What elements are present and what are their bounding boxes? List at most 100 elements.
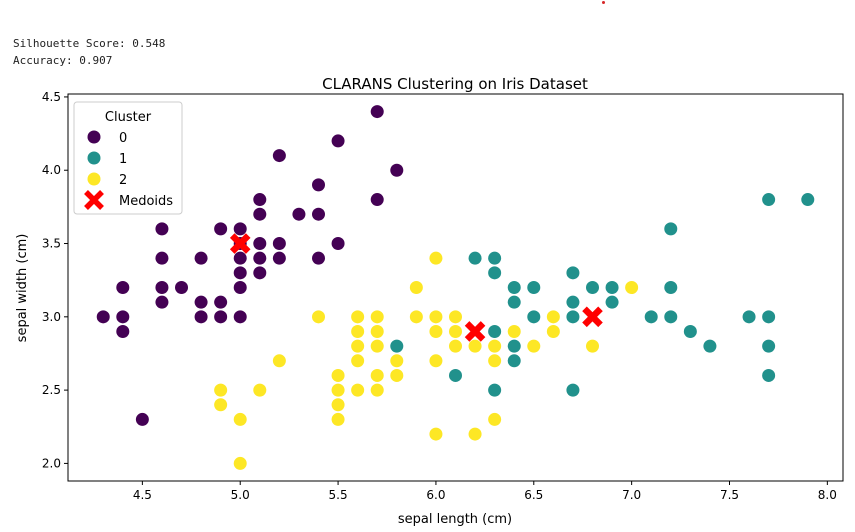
data-point-cluster-0 — [312, 207, 326, 221]
data-point-cluster-0 — [233, 251, 247, 265]
data-point-cluster-2 — [214, 398, 228, 412]
data-point-cluster-2 — [351, 354, 365, 368]
data-point-cluster-0 — [370, 193, 384, 207]
data-point-cluster-0 — [253, 266, 267, 280]
data-point-cluster-1 — [664, 310, 678, 324]
data-point-cluster-1 — [644, 310, 658, 324]
data-point-cluster-0 — [292, 207, 306, 221]
data-point-cluster-1 — [507, 354, 521, 368]
x-tick-label: 8.0 — [818, 488, 837, 502]
data-point-cluster-1 — [566, 266, 580, 280]
data-point-cluster-2 — [409, 281, 423, 294]
data-point-cluster-1 — [585, 281, 599, 294]
data-point-cluster-0 — [390, 163, 404, 177]
data-point-cluster-1 — [507, 295, 521, 309]
data-point-cluster-0 — [155, 281, 169, 294]
data-point-cluster-2 — [233, 412, 247, 426]
data-point-cluster-0 — [272, 237, 286, 251]
data-point-cluster-1 — [527, 281, 541, 294]
legend: Cluster 0 1 2 Medoids — [73, 101, 183, 215]
data-point-cluster-2 — [370, 383, 384, 397]
data-point-cluster-1 — [664, 281, 678, 294]
data-point-cluster-0 — [116, 281, 130, 294]
medoid-marker — [464, 321, 486, 342]
data-point-cluster-1 — [488, 266, 502, 280]
data-point-cluster-0 — [331, 237, 345, 251]
data-point-cluster-0 — [194, 310, 208, 324]
x-tick-label: 5.5 — [329, 488, 348, 502]
y-tick-label: 3.0 — [42, 310, 61, 324]
data-point-cluster-1 — [703, 339, 717, 353]
chart-title: CLARANS Clustering on Iris Dataset — [322, 75, 588, 93]
data-point-cluster-2 — [546, 310, 560, 324]
legend-box — [73, 101, 183, 215]
data-point-cluster-0 — [253, 251, 267, 265]
data-point-cluster-2 — [468, 339, 482, 353]
data-point-cluster-2 — [409, 310, 423, 324]
data-point-cluster-1 — [468, 251, 482, 265]
data-point-cluster-2 — [585, 339, 599, 353]
data-point-cluster-1 — [488, 251, 502, 265]
data-point-cluster-2 — [370, 339, 384, 353]
legend-label-1: 1 — [119, 152, 127, 167]
legend-marker-2 — [87, 172, 101, 186]
x-axis-label: sepal length (cm) — [398, 512, 512, 527]
data-point-cluster-0 — [233, 310, 247, 324]
data-point-cluster-1 — [449, 368, 462, 382]
data-point-cluster-2 — [449, 339, 462, 353]
legend-marker-0 — [87, 130, 101, 144]
legend-title: Cluster — [105, 110, 152, 125]
data-point-cluster-2 — [351, 324, 365, 338]
stray-marker-dot — [602, 1, 605, 4]
data-point-cluster-2 — [331, 368, 345, 382]
data-point-cluster-2 — [429, 251, 443, 265]
data-point-cluster-0 — [253, 193, 267, 207]
data-point-cluster-1 — [488, 383, 502, 397]
data-point-cluster-0 — [233, 266, 247, 280]
data-point-cluster-2 — [429, 310, 443, 324]
data-point-cluster-1 — [605, 281, 619, 294]
data-point-cluster-2 — [468, 427, 482, 441]
data-point-cluster-2 — [370, 368, 384, 382]
data-point-cluster-2 — [233, 456, 247, 470]
data-point-cluster-1 — [762, 339, 776, 353]
data-point-cluster-2 — [507, 324, 521, 338]
data-point-cluster-2 — [331, 412, 345, 426]
plot-area-frame — [67, 93, 844, 482]
data-point-cluster-0 — [370, 105, 384, 119]
data-point-cluster-0 — [194, 251, 208, 265]
data-point-cluster-0 — [253, 207, 267, 221]
legend-marker-medoids — [84, 190, 104, 210]
data-point-cluster-2 — [370, 324, 384, 338]
data-point-cluster-0 — [96, 310, 110, 324]
medoid-marker — [582, 306, 603, 328]
y-tick-label: 3.5 — [42, 237, 61, 251]
data-point-cluster-1 — [390, 339, 404, 353]
data-point-cluster-2 — [527, 339, 541, 353]
data-point-cluster-2 — [351, 383, 365, 397]
legend-label-medoids: Medoids — [119, 194, 173, 209]
y-tick-label: 4.5 — [42, 90, 61, 104]
data-point-cluster-0 — [214, 222, 228, 236]
data-point-cluster-0 — [116, 324, 130, 338]
y-tick-label: 4.0 — [42, 163, 61, 177]
data-point-cluster-1 — [566, 295, 580, 309]
data-point-cluster-0 — [135, 412, 149, 426]
data-point-cluster-2 — [625, 281, 639, 294]
x-tick-label: 4.5 — [133, 488, 152, 502]
data-point-cluster-1 — [566, 310, 580, 324]
data-points — [96, 105, 815, 470]
metrics-panel: Silhouette Score: 0.548 Accuracy: 0.907 — [13, 35, 165, 69]
legend-label-0: 0 — [119, 131, 127, 146]
y-tick-label: 2.5 — [42, 383, 61, 397]
data-point-cluster-0 — [272, 251, 286, 265]
data-point-cluster-2 — [331, 383, 345, 397]
data-point-cluster-2 — [351, 339, 365, 353]
y-axis-ticks: 2.0 2.5 3.0 3.5 4.0 4.5 — [42, 90, 68, 470]
data-point-cluster-1 — [527, 310, 541, 324]
legend-label-2: 2 — [119, 173, 127, 188]
x-tick-label: 5.0 — [231, 488, 250, 502]
data-point-cluster-2 — [390, 354, 404, 368]
data-point-cluster-1 — [762, 193, 776, 207]
